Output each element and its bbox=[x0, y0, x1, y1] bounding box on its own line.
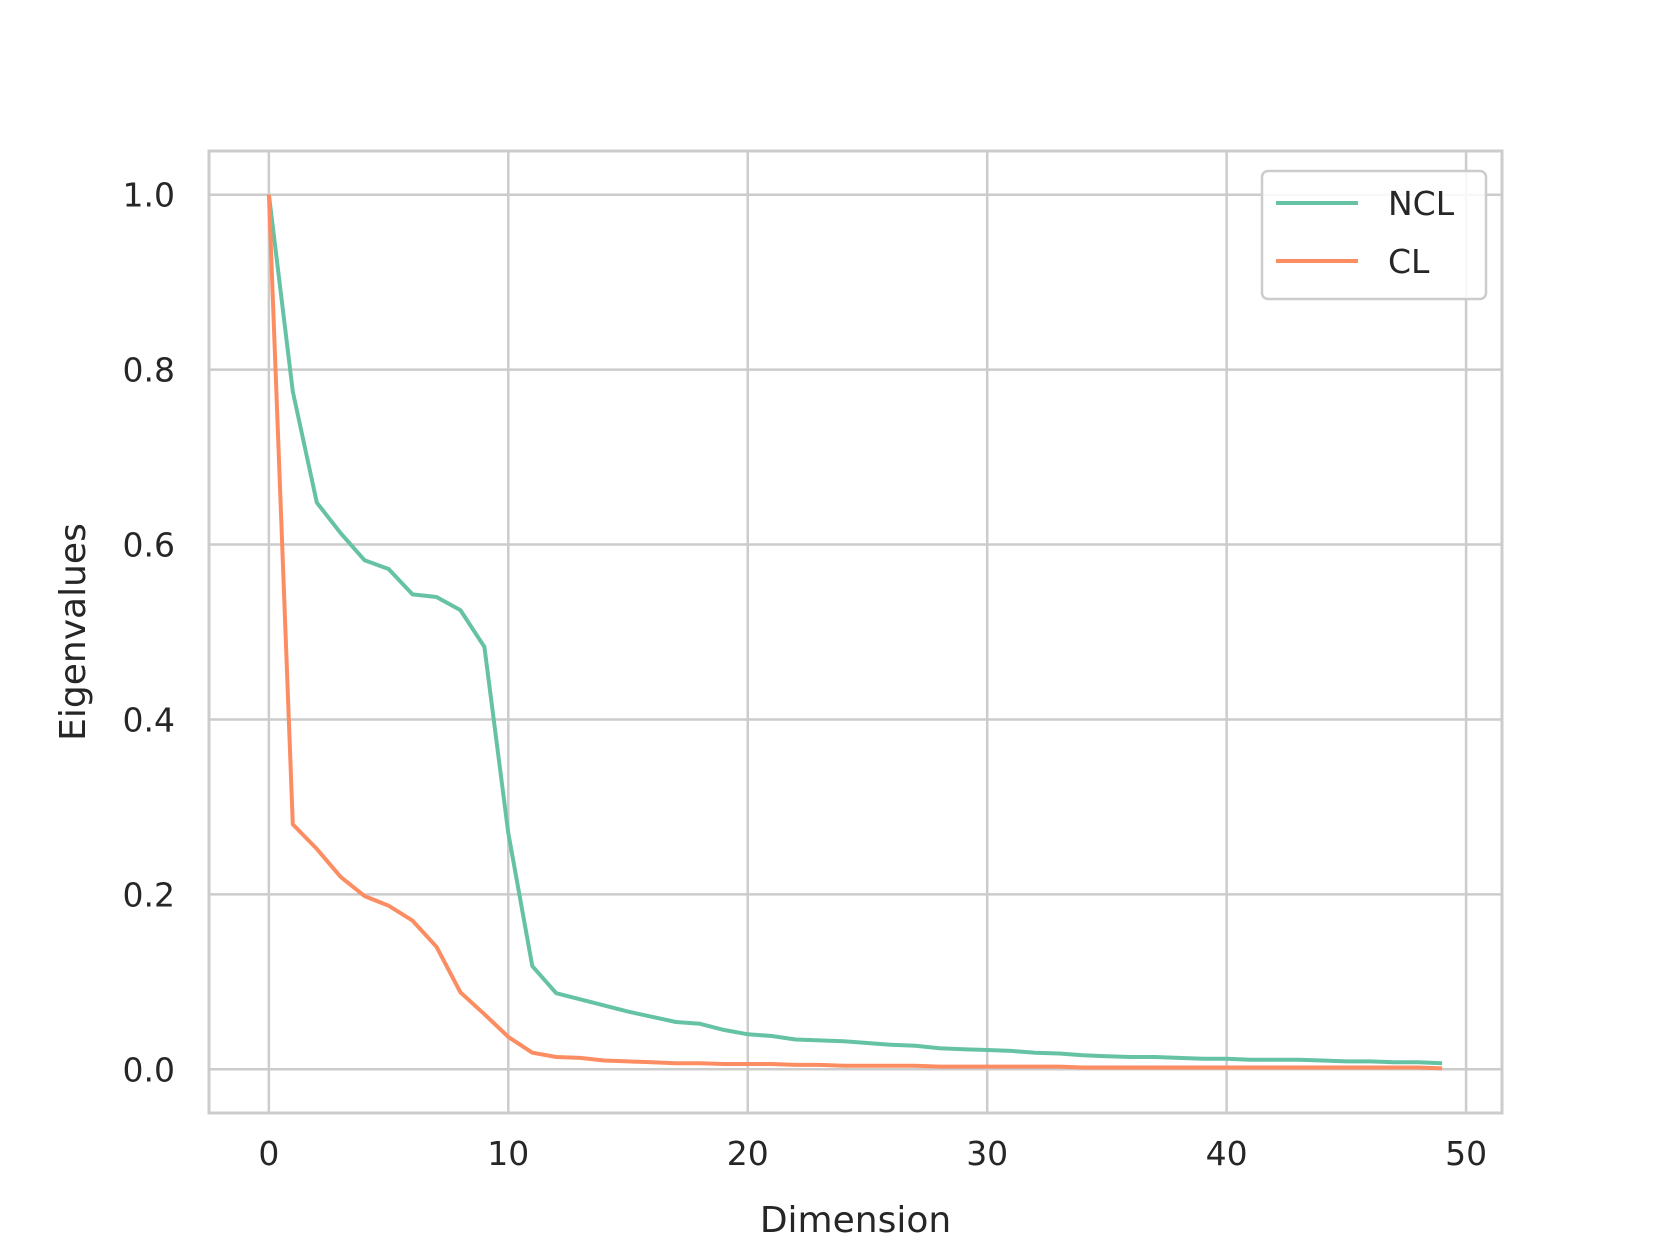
x-axis-label: Dimension bbox=[760, 1200, 951, 1241]
x-tick-label: 0 bbox=[258, 1134, 279, 1173]
y-tick-label: 1.0 bbox=[123, 176, 175, 215]
x-tick-labels: 0 10 20 30 40 50 bbox=[258, 1134, 1487, 1173]
grid bbox=[209, 151, 1502, 1113]
y-tick-label: 0.6 bbox=[123, 526, 175, 565]
legend-label-cl: CL bbox=[1388, 242, 1430, 281]
y-axis-label: Eigenvalues bbox=[53, 523, 94, 741]
y-tick-label: 0.2 bbox=[123, 875, 175, 914]
series-line-cl bbox=[266, 194, 1443, 1071]
legend-label-ncl: NCL bbox=[1388, 184, 1455, 223]
x-tick-label: 50 bbox=[1445, 1134, 1487, 1173]
x-tick-label: 20 bbox=[727, 1134, 769, 1173]
x-tick-label: 30 bbox=[966, 1134, 1008, 1173]
series-layer bbox=[266, 194, 1443, 1071]
x-tick-label: 10 bbox=[487, 1134, 529, 1173]
legend: NCL CL bbox=[1260, 169, 1488, 301]
series-line-ncl bbox=[266, 194, 1443, 1066]
plot-frame bbox=[207, 149, 1504, 1115]
y-tick-label: 0.8 bbox=[123, 351, 175, 390]
y-tick-labels: 0.0 0.2 0.4 0.6 0.8 1.0 bbox=[123, 176, 175, 1090]
y-tick-label: 0.0 bbox=[123, 1050, 175, 1089]
x-tick-label: 40 bbox=[1206, 1134, 1248, 1173]
y-tick-label: 0.4 bbox=[123, 700, 175, 739]
